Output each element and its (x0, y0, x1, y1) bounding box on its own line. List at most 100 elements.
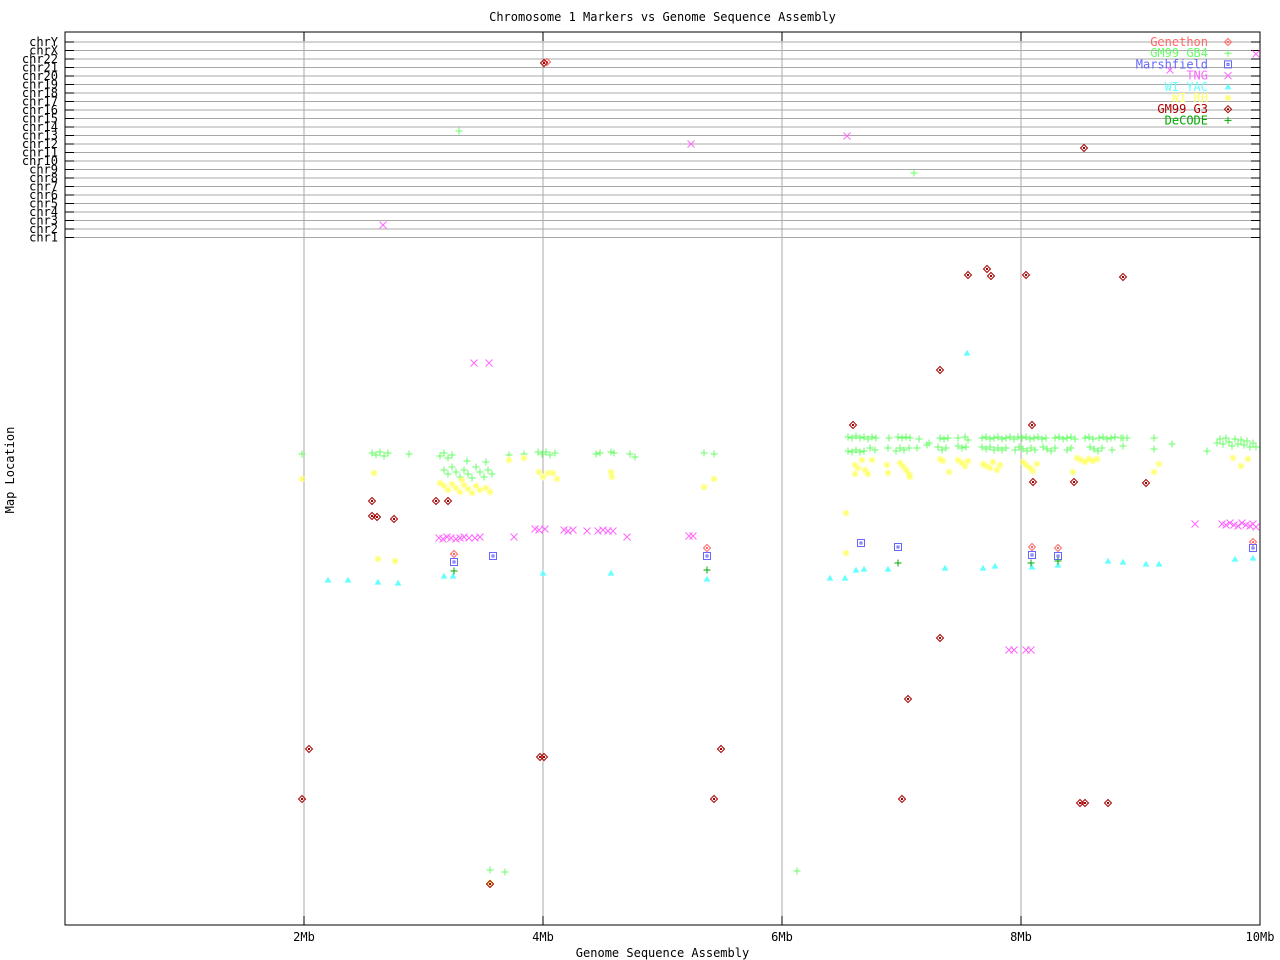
data-point-marker (913, 444, 921, 452)
data-point-marker (484, 466, 492, 474)
data-point-marker (436, 452, 444, 460)
data-point-marker (1014, 433, 1022, 441)
x-tick-label: 2Mb (293, 930, 315, 944)
data-point-marker (700, 483, 708, 491)
data-point-marker (444, 454, 452, 462)
data-point-marker (485, 879, 495, 889)
data-point-marker (623, 533, 631, 541)
data-point-marker (1237, 462, 1245, 470)
data-point-marker (1224, 60, 1232, 69)
data-point-marker (990, 446, 998, 454)
data-point-marker (370, 469, 378, 477)
data-point-marker (1155, 460, 1163, 468)
data-point-marker (1027, 646, 1035, 654)
data-point-marker (848, 434, 856, 442)
data-point-marker (1063, 434, 1071, 442)
data-point-marker (1015, 443, 1023, 451)
data-point-marker (871, 446, 879, 454)
data-point-marker (954, 456, 962, 464)
data-point-marker (1034, 433, 1042, 441)
data-point-marker (864, 470, 872, 478)
data-point-marker (898, 434, 906, 442)
data-point-marker (954, 442, 962, 450)
data-point-marker (542, 448, 550, 456)
data-point-marker (476, 533, 484, 541)
data-point-marker (1051, 434, 1059, 442)
data-point-marker (884, 469, 892, 477)
data-point-marker (1073, 454, 1081, 462)
data-point-marker (298, 475, 306, 483)
data-point-marker (439, 535, 447, 543)
data-point-marker (539, 752, 549, 762)
data-point-marker (1021, 270, 1031, 280)
y-axis-label: Map Location (3, 427, 17, 514)
data-point-marker (1234, 440, 1242, 448)
data-point-marker (961, 433, 969, 441)
data-point-marker (934, 443, 942, 451)
data-point-marker (1079, 143, 1089, 153)
data-point-marker (384, 449, 392, 457)
data-point-marker (444, 486, 452, 494)
data-point-marker (1028, 477, 1038, 487)
data-point-marker (544, 469, 552, 477)
data-point-marker (1108, 446, 1116, 454)
data-point-marker (456, 488, 464, 496)
data-point-marker (539, 58, 549, 68)
data-point-marker (443, 496, 453, 506)
data-point-marker (448, 451, 456, 459)
legend-marker-icon (1224, 83, 1232, 90)
data-point-marker (488, 470, 496, 478)
data-point-marker (1067, 433, 1075, 441)
y-tick-label: chr1 (29, 231, 58, 245)
data-point-marker (626, 450, 634, 458)
data-point-marker (463, 457, 471, 465)
data-point-marker (938, 446, 946, 454)
data-point-marker (998, 446, 1006, 454)
data-point-marker (1150, 434, 1158, 442)
data-point-marker (710, 450, 718, 458)
data-point-marker (460, 481, 468, 489)
data-point-marker (389, 514, 399, 524)
data-point-marker (856, 448, 864, 456)
data-point-marker (915, 435, 923, 443)
data-point-marker (868, 456, 876, 464)
data-point-marker (1022, 461, 1030, 469)
data-point-marker (1063, 446, 1071, 454)
data-point-marker (464, 470, 472, 478)
data-point-marker (962, 443, 970, 451)
data-point-marker (546, 451, 554, 459)
data-point-marker (298, 450, 306, 458)
data-point-marker (1166, 66, 1174, 74)
data-point-marker (1243, 437, 1251, 445)
data-point-marker (1038, 435, 1046, 443)
data-point-marker (1026, 464, 1034, 472)
legend-item-genethon: Genethon (1150, 35, 1233, 49)
data-point-marker (936, 434, 944, 442)
data-point-marker (592, 450, 600, 458)
y-tick-label: chr15 (22, 112, 58, 126)
data-point-marker (553, 475, 561, 483)
data-point-marker (1081, 434, 1089, 442)
data-point-marker (1234, 522, 1242, 530)
axes (64, 31, 1261, 926)
data-point-marker (448, 463, 456, 471)
data-point-marker (1231, 435, 1239, 443)
data-point-marker (1054, 552, 1062, 560)
series-gm99-gb4 (298, 127, 1260, 876)
data-point-marker (610, 449, 618, 457)
data-point-marker (1029, 467, 1037, 475)
data-point-marker (954, 434, 962, 442)
data-point-marker (1011, 446, 1019, 454)
data-point-marker (941, 564, 949, 571)
y-tick-label: chr13 (22, 129, 58, 143)
data-point-marker (452, 484, 460, 492)
data-point-marker (304, 744, 314, 754)
data-point-marker (958, 459, 966, 467)
data-point-marker (1103, 435, 1111, 443)
data-point-marker (1155, 560, 1163, 567)
data-point-marker (963, 270, 973, 280)
data-point-marker (367, 496, 377, 506)
